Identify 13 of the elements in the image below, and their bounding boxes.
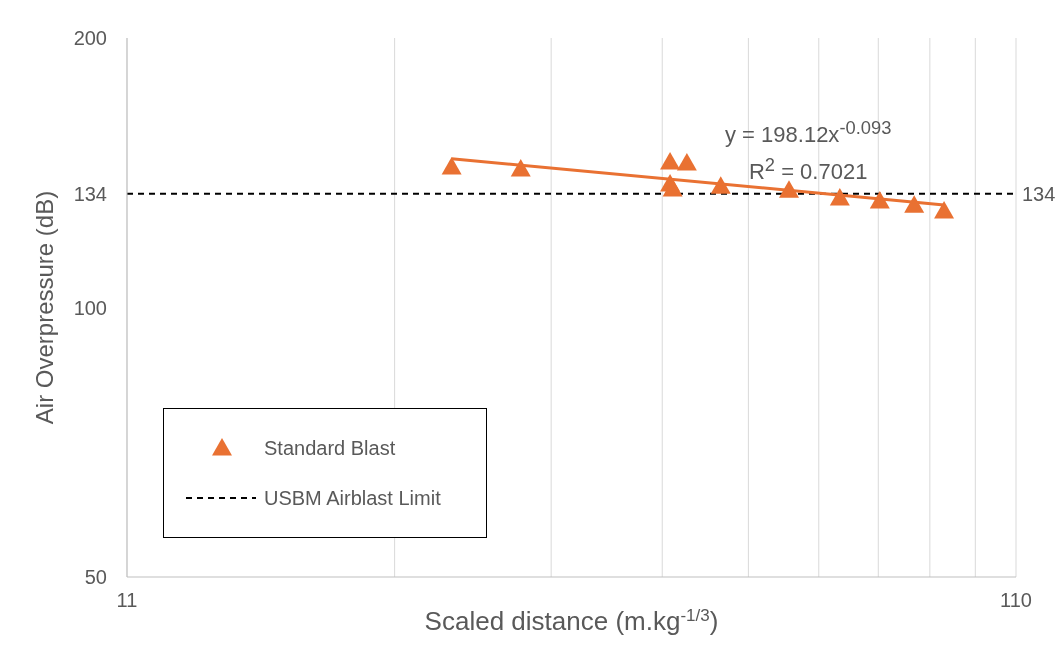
x-axis-title: Scaled distance (m.kg$^{-1/3}$) xyxy=(424,605,719,636)
x-tick-label: 110 xyxy=(1000,589,1032,611)
legend-label: Standard Blast xyxy=(264,436,396,460)
annotation: y = 198.12x$^{-0.093}$ xyxy=(725,116,892,150)
y-tick-label: 50 xyxy=(84,566,107,588)
y-tick-label: 100 xyxy=(73,296,107,319)
x-tick-label: 11 xyxy=(116,589,138,611)
y-axis-title: Air Overpressure (dB) xyxy=(31,190,58,425)
text: 134 xyxy=(1022,182,1056,205)
y-tick-label: 200 xyxy=(73,27,107,49)
annotation: R$^{2}$ = 0.7021 xyxy=(747,153,869,187)
y-tick-label: 134 xyxy=(73,182,107,205)
legend-label: USBM Airblast Limit xyxy=(264,486,441,510)
